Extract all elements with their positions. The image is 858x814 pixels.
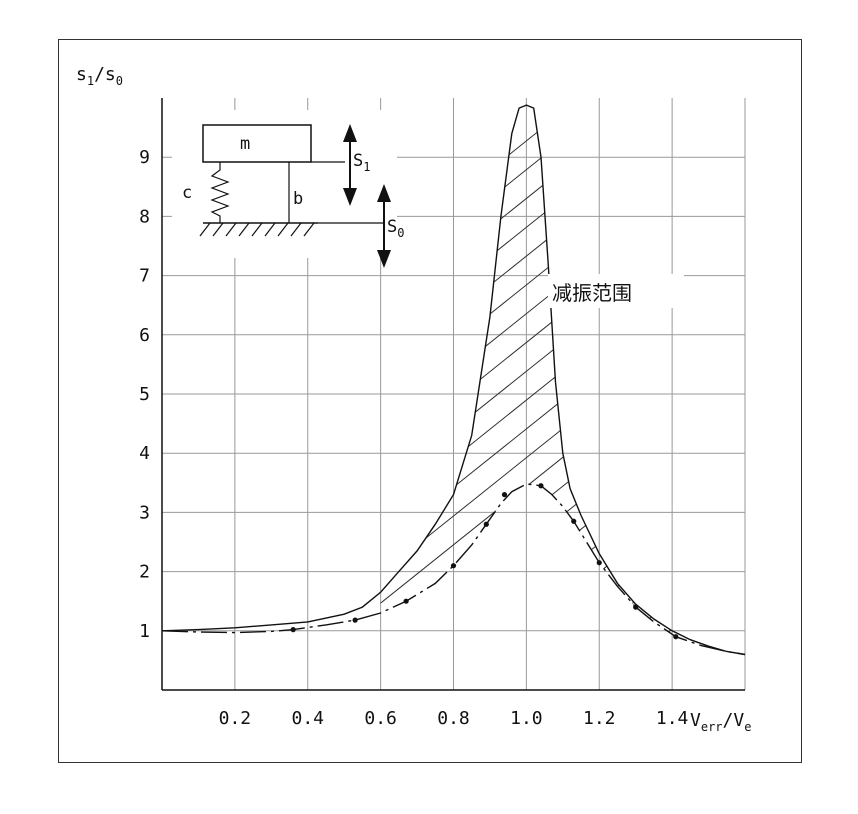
ground-hatch-line [225,222,237,237]
y-tick-label: 6 [139,325,150,346]
y-tick-label: 2 [139,562,150,583]
x-tick-label: 0.6 [364,708,397,729]
hatch-line [380,129,649,639]
damping-range-label: 减振范围 [552,281,632,305]
hatch-line [380,129,680,639]
hatch-line [812,130,858,690]
y-tick-label: 1 [139,621,150,642]
x-tick-label: 1.2 [583,708,616,729]
hatch-line [380,129,680,639]
x-tick-label: 0.4 [291,708,324,729]
y-tick-label: 7 [139,266,150,287]
hatch-line [776,130,858,690]
y-tick-label: 9 [139,147,150,168]
x-tick-label: 0.8 [437,708,470,729]
data-point [596,560,602,566]
annotation-background [548,274,684,308]
x-tick-label: 1.4 [656,708,689,729]
s1-arrow-up-icon [343,124,357,142]
x-tick-label: 1.0 [510,708,543,729]
ground-hatch-line [290,222,302,237]
mass-spring-damper-schematic: m c b S1 S0 [172,110,404,268]
s1-arrow-down-icon [343,188,357,206]
data-point [501,492,508,498]
tick-labels: 0.2 0.4 0.6 0.8 1.0 1.2 1.4 1 2 3 4 5 6 7 8 9 [139,147,688,729]
damper-label: b [293,189,303,209]
damped-response-curve [161,483,746,656]
hatch-line [559,129,680,639]
hatch-lines [380,129,858,690]
s0-label: S0 [387,217,404,240]
data-point [352,617,358,623]
ground-hatch-line [238,222,250,237]
hatch-region [380,129,858,690]
ground-hatch-line [251,222,263,237]
x-tick-label: 0.2 [219,708,252,729]
ground-hatch-line [264,222,276,237]
ground-hatch-line [199,222,211,237]
hatch-line [451,129,680,639]
ground-hatch-line [212,222,224,237]
s0-arrow-up-icon [377,184,391,202]
hatch-line [380,129,680,639]
s1-label: S1 [353,151,370,174]
hatch-line [380,129,680,639]
hatch-line [848,130,858,690]
data-point [673,634,679,640]
x-axis-label: Verr/Ve [690,710,751,734]
data-point [403,598,409,604]
mass-block [202,124,312,163]
hatch-line [380,129,680,639]
data-point [483,521,489,527]
axes [161,98,745,691]
hatch-line [667,129,680,639]
y-tick-label: 4 [139,443,150,464]
s0-arrow-down-icon [377,250,391,268]
hatch-line [523,129,680,639]
series-layer [161,104,746,656]
y-tick-label: 3 [139,502,150,523]
data-point [633,604,639,610]
spring-icon [210,162,230,223]
data-point [538,483,544,489]
data-point [450,563,457,569]
data-point [571,518,577,524]
data-point [290,627,296,633]
hatch-line [740,130,858,690]
ground-hatch-line [303,222,315,237]
mass-label: m [240,134,250,154]
y-tick-label: 8 [139,206,150,227]
upper-response-curve [161,104,746,656]
ground-hatch [199,222,315,237]
figure-frame [58,39,802,763]
y-tick-label: 5 [139,384,150,405]
y-axis-label: s1/s0 [76,64,123,88]
ground-hatch-line [277,222,289,237]
spring-label: c [182,183,192,203]
hatch-line [380,129,680,639]
hatch-line [704,130,858,690]
